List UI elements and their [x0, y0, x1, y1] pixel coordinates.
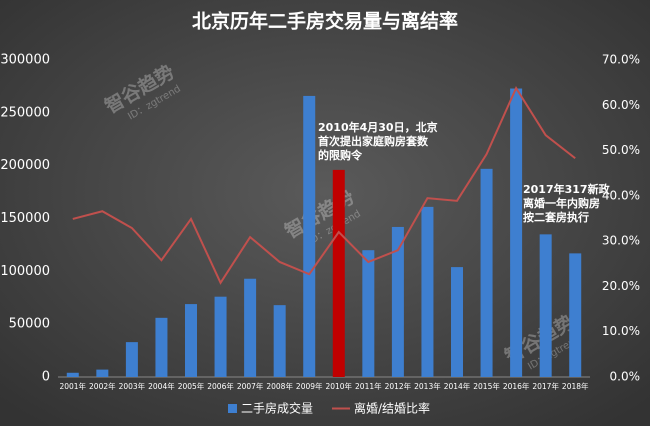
x-tick-label: 2017年 — [532, 381, 559, 391]
annotation: 2010年4月30日，北京 — [318, 120, 438, 134]
annotation: 按二套房执行 — [523, 210, 589, 224]
y2-tick-label: 70.0% — [602, 53, 640, 67]
y-tick-label: 250000 — [0, 105, 50, 120]
y2-tick-label: 30.0% — [602, 234, 640, 248]
x-tick-label: 2018年 — [562, 381, 589, 391]
legend-label: 离婚/结婚比率 — [354, 401, 430, 416]
annotation: 的限购令 — [318, 148, 363, 162]
annotation: 离婚一年内购房 — [523, 196, 600, 210]
bar — [185, 304, 197, 377]
x-tick-label: 2014年 — [444, 381, 471, 391]
bar — [332, 169, 345, 377]
bar — [214, 296, 227, 377]
y2-tick-label: 0.0% — [610, 370, 641, 384]
x-tick-label: 2005年 — [178, 381, 205, 391]
x-tick-label: 2008年 — [266, 381, 293, 391]
bar — [480, 168, 493, 377]
bar — [451, 267, 463, 377]
y-tick-label: 0 — [42, 370, 50, 385]
legend-label: 二手房成交量 — [241, 401, 313, 416]
bar — [244, 278, 257, 377]
y2-tick-label: 20.0% — [602, 279, 640, 293]
bar — [303, 95, 316, 377]
bar — [510, 88, 523, 377]
x-tick-label: 2011年 — [355, 381, 382, 391]
bar — [421, 206, 434, 377]
bar — [96, 369, 109, 377]
x-tick-label: 2002年 — [89, 381, 116, 391]
x-tick-label: 2013年 — [414, 381, 441, 391]
x-tick-label: 2004年 — [148, 381, 175, 391]
y-tick-label: 100000 — [0, 264, 50, 279]
x-tick-label: 2015年 — [473, 381, 500, 391]
y2-tick-label: 10.0% — [602, 324, 640, 338]
bar — [155, 317, 168, 377]
x-tick-label: 2010年 — [325, 381, 352, 391]
y2-tick-label: 60.0% — [602, 98, 640, 112]
x-tick-label: 2007年 — [237, 381, 264, 391]
y-tick-label: 200000 — [0, 158, 50, 173]
bar — [539, 234, 552, 377]
line — [72, 85, 576, 285]
x-tick-label: 2001年 — [59, 381, 86, 391]
bar — [273, 305, 286, 377]
x-tick-label: 2009年 — [296, 381, 323, 391]
x-tick-label: 2006年 — [207, 381, 234, 391]
bar — [569, 253, 582, 377]
y-tick-label: 50000 — [9, 317, 50, 332]
bar — [66, 372, 79, 377]
x-tick-label: 2016年 — [503, 381, 530, 391]
bar — [391, 226, 404, 377]
annotation: 2017年317新政 — [523, 182, 611, 196]
y-tick-label: 150000 — [0, 211, 50, 226]
y-tick-label: 300000 — [0, 53, 50, 68]
x-tick-label: 2012年 — [385, 381, 412, 391]
annotation: 首次提出家庭购房套数 — [318, 134, 429, 148]
y2-tick-label: 40.0% — [602, 188, 640, 202]
x-tick-label: 2003年 — [119, 381, 146, 391]
bar — [125, 342, 138, 377]
y2-tick-label: 50.0% — [602, 143, 640, 157]
chart-title: 北京历年二手房交易量与离结率 — [192, 10, 458, 33]
bar — [362, 250, 375, 377]
legend-swatch — [228, 404, 237, 413]
